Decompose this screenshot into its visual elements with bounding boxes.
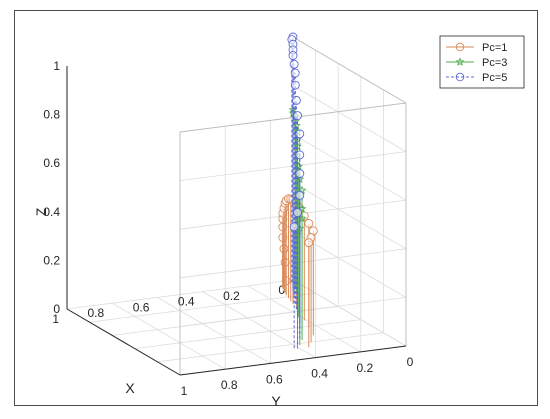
marker-2-6 bbox=[290, 68, 300, 78]
y-axis-label: Y bbox=[271, 393, 281, 409]
marker-2-9 bbox=[293, 111, 302, 121]
wallx-grid-z-0 bbox=[292, 279, 407, 347]
z-tick-3: 0.6 bbox=[43, 156, 60, 170]
marker-2-8 bbox=[291, 95, 301, 105]
z-tick-0: 0 bbox=[53, 302, 60, 316]
marker-0-16 bbox=[304, 218, 314, 228]
z-tick-1: 0.2 bbox=[43, 253, 60, 267]
x-axis-line bbox=[66, 308, 181, 376]
series-2 bbox=[287, 32, 305, 349]
y-tick-4: 0.8 bbox=[221, 378, 238, 392]
x-tick-0: 0 bbox=[278, 283, 285, 297]
floor-grid-y-4 bbox=[89, 292, 316, 323]
y-tick-5: 1 bbox=[181, 384, 188, 398]
marker-2-15 bbox=[289, 222, 299, 232]
x-tick-1: 0.2 bbox=[223, 289, 240, 303]
z-tick-5: 1 bbox=[53, 59, 60, 73]
marker-0-19 bbox=[304, 238, 314, 248]
legend-marker-0 bbox=[455, 42, 465, 52]
tick-labels: 00.20.40.60.8100.20.40.60.8100.20.40.60.… bbox=[43, 59, 413, 398]
y-tick-1: 0.2 bbox=[356, 361, 373, 375]
y-tick-2: 0.4 bbox=[311, 367, 328, 381]
y-tick-3: 0.6 bbox=[266, 372, 283, 386]
y-tick-0: 0 bbox=[407, 355, 414, 369]
marker-2-14 bbox=[293, 208, 302, 218]
marker-2-11 bbox=[295, 150, 305, 160]
wallx-grid-z-3 bbox=[292, 133, 407, 201]
marker-2-13 bbox=[295, 190, 305, 200]
z-tick-2: 0.4 bbox=[43, 205, 60, 219]
legend[interactable]: Pc=1 Pc=3 Pc=5 bbox=[439, 35, 525, 89]
floor-grid-y-2 bbox=[134, 319, 361, 349]
legend-marker-2 bbox=[455, 72, 465, 82]
x-tick-4: 0.8 bbox=[88, 306, 105, 320]
marker-2-12 bbox=[295, 169, 305, 178]
axes-walls bbox=[67, 37, 406, 375]
floor-grid-x-4 bbox=[111, 302, 226, 370]
marker-2-4 bbox=[288, 51, 298, 61]
legend-label-0: Pc=1 bbox=[482, 42, 507, 54]
marker-2-7 bbox=[290, 80, 300, 90]
z-tick-4: 0.8 bbox=[43, 108, 60, 122]
x-tick-2: 0.4 bbox=[178, 295, 195, 309]
x-axis-label: X bbox=[125, 380, 135, 396]
legend-label-1: Pc=3 bbox=[482, 57, 507, 69]
y-axis-line bbox=[179, 345, 407, 376]
floor-grid-x-3 bbox=[157, 297, 271, 364]
marker-2-5 bbox=[289, 59, 299, 69]
box-edge-3 bbox=[292, 36, 407, 104]
series-group bbox=[278, 32, 318, 349]
x-tick-5: 1 bbox=[52, 312, 59, 326]
legend-marker-1 bbox=[455, 57, 465, 66]
marker-1-9 bbox=[294, 161, 304, 171]
legend-label-2: Pc=5 bbox=[482, 72, 507, 84]
floor-grid-x-2 bbox=[202, 291, 316, 358]
marker-2-10 bbox=[295, 129, 305, 139]
x-tick-3: 0.6 bbox=[133, 300, 150, 314]
wallx-grid-z-4 bbox=[292, 85, 407, 152]
z-axis-label: Z bbox=[33, 207, 49, 216]
wallx-grid-z-2 bbox=[292, 182, 407, 250]
